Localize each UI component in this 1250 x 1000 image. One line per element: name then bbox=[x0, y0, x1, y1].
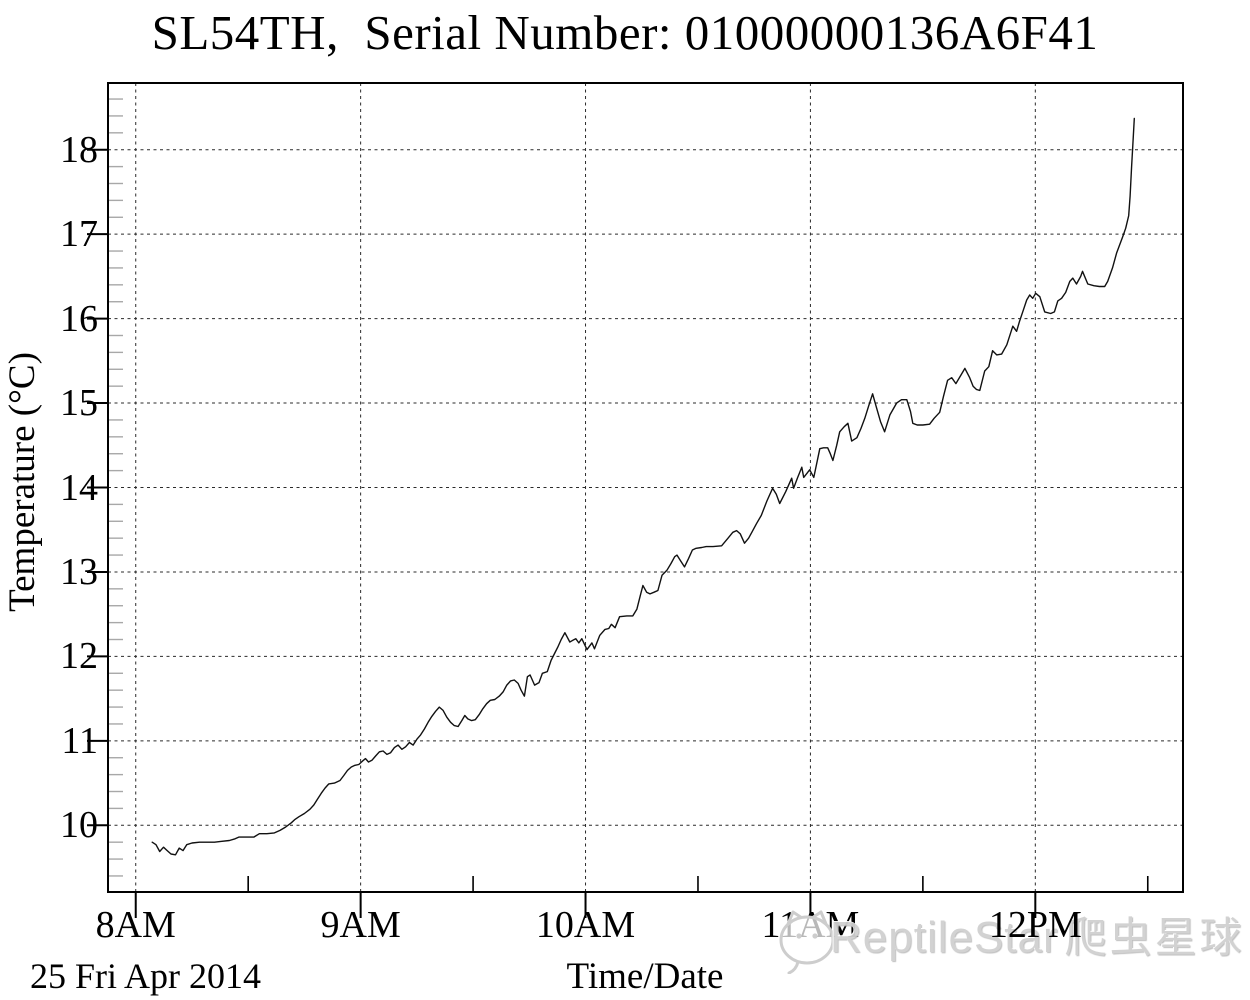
x-axis-label: Time/Date bbox=[566, 956, 724, 997]
date-label: 25 Fri Apr 2014 bbox=[30, 956, 262, 996]
temperature-series-line bbox=[151, 117, 1136, 856]
chart-title: SL54TH, Serial Number: 01000000136A6F41 bbox=[151, 5, 1099, 60]
plot-frame bbox=[107, 82, 1184, 893]
y-axis-label: Temperature (°C) bbox=[2, 352, 43, 612]
